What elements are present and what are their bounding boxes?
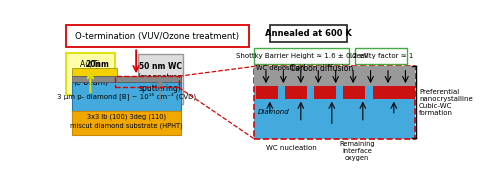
Bar bbox=[66, 25, 248, 47]
Bar bbox=[66, 53, 115, 95]
Text: Preferential
nanocrystalline
Cubic-WC
formation: Preferential nanocrystalline Cubic-WC fo… bbox=[419, 89, 473, 116]
Text: Remaining
interface
oxygen: Remaining interface oxygen bbox=[339, 141, 375, 161]
Bar bbox=[355, 48, 408, 64]
Bar bbox=[254, 66, 415, 86]
Bar bbox=[72, 68, 117, 76]
Bar bbox=[270, 25, 347, 42]
Bar bbox=[372, 86, 394, 99]
Text: miscut diamond substrate (HPHT): miscut diamond substrate (HPHT) bbox=[70, 123, 183, 130]
Bar bbox=[344, 86, 365, 99]
Text: sputtering): sputtering) bbox=[139, 84, 182, 93]
Bar bbox=[72, 82, 180, 111]
Text: 50 nm WC: 50 nm WC bbox=[139, 62, 182, 71]
Bar bbox=[115, 76, 179, 87]
Text: Diamond: Diamond bbox=[258, 109, 290, 115]
Bar bbox=[254, 66, 415, 139]
Text: (e-beam): (e-beam) bbox=[73, 78, 108, 87]
Text: Au/Ti: Au/Ti bbox=[80, 60, 102, 69]
Text: 3x3 lb (100) 3deg (110): 3x3 lb (100) 3deg (110) bbox=[87, 114, 166, 120]
Text: (magnetron: (magnetron bbox=[138, 73, 183, 82]
Text: Ideality factor ≈ 1: Ideality factor ≈ 1 bbox=[350, 53, 413, 59]
Text: 20nm: 20nm bbox=[86, 60, 110, 69]
Text: WC deposition: WC deposition bbox=[256, 66, 304, 71]
Bar bbox=[254, 48, 349, 64]
Bar bbox=[286, 86, 306, 99]
Text: 3 μm p- diamond [B] ~ 10¹⁵ cm⁻³ (CVD): 3 μm p- diamond [B] ~ 10¹⁵ cm⁻³ (CVD) bbox=[57, 92, 196, 100]
Bar bbox=[314, 86, 336, 99]
Bar bbox=[72, 76, 180, 82]
Bar bbox=[138, 54, 182, 104]
Text: each: each bbox=[80, 68, 101, 77]
Text: Shottky Barrier Height ≈ 1.6 ± 0.2 eV: Shottky Barrier Height ≈ 1.6 ± 0.2 eV bbox=[236, 53, 368, 59]
Text: O-termination (VUV/Ozone treatment): O-termination (VUV/Ozone treatment) bbox=[76, 31, 239, 41]
Text: WC nucleation: WC nucleation bbox=[266, 145, 316, 151]
Bar bbox=[72, 111, 180, 135]
Bar bbox=[394, 86, 415, 99]
Text: Carbon diffusion: Carbon diffusion bbox=[290, 64, 354, 73]
Text: Annealed at 600 K: Annealed at 600 K bbox=[265, 29, 352, 38]
Bar bbox=[256, 86, 278, 99]
